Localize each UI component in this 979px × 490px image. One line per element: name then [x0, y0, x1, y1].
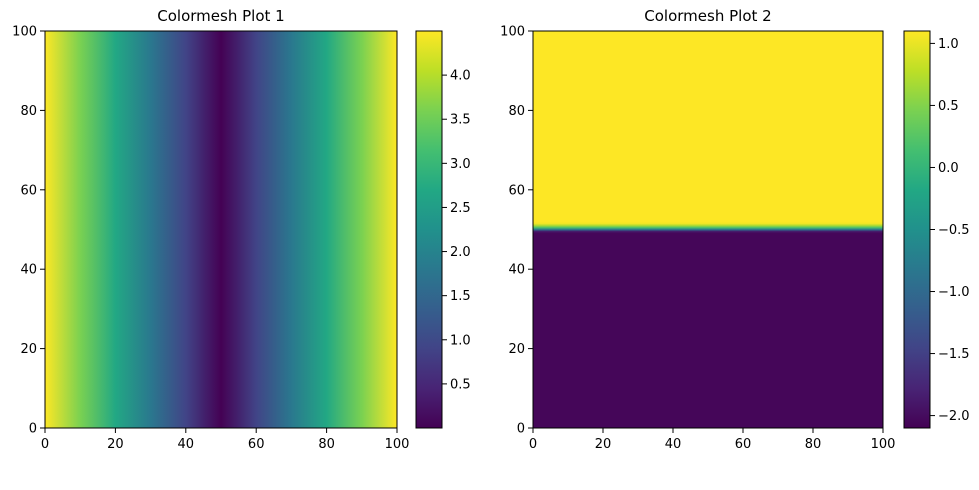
chart-1-x-tick-label: 60	[248, 437, 265, 452]
chart-1-colorbar-tick-label: 4.0	[450, 69, 471, 84]
chart-2-colorbar-tick-label: −2.0	[938, 409, 970, 424]
chart-2-colorbar-tick-label: −1.0	[938, 285, 970, 300]
chart-2-x-tick-label: 40	[665, 437, 682, 452]
chart-2-colorbar-ticks: −2.0 −1.5 −1.0 −0.5 0.0 0.5 1.0	[930, 37, 970, 424]
chart-2-x-tick-label: 100	[871, 437, 896, 452]
chart-1-y-tick-label: 0	[29, 422, 37, 437]
chart-1-y-tick-label: 40	[20, 263, 37, 278]
chart-2-colorbar-tick-label: −1.5	[938, 347, 970, 362]
chart-2-ticks: 0 20 40 60 80 100 0 20 40 60 80 100	[500, 25, 895, 453]
chart-1-colorbar-tick-label: 0.5	[450, 377, 471, 392]
chart-2-colorbar-tick-label: 0.0	[938, 161, 959, 176]
chart-2-x-tick-label: 80	[805, 437, 822, 452]
chart-2-y-tick-label: 40	[508, 263, 525, 278]
chart-2-colorbar-tick-label: 0.5	[938, 99, 959, 114]
chart-2-colorbar-tick-label: −0.5	[938, 223, 970, 238]
chart-2-y-tick-label: 20	[508, 342, 525, 357]
chart-1-ticks: 0 20 40 60 80 100 0 20 40 60 80 100	[12, 25, 409, 453]
chart-2: Colormesh Plot 2 0 20 40 60 80 100 0 20 40 60 80 10…	[500, 7, 969, 452]
chart-2-x-tick-label: 20	[595, 437, 612, 452]
chart-1-colorbar-tick-label: 3.0	[450, 157, 471, 172]
chart-2-x-tick-label: 60	[735, 437, 752, 452]
chart-2-heatmap	[533, 31, 883, 428]
chart-2-colorbar-tick-label: 1.0	[938, 37, 959, 52]
chart-1: Colormesh Plot 1 0 20 40 60 80 100 0 20 40 60 80 10…	[12, 7, 471, 452]
chart-1-colorbar-tick-label: 3.5	[450, 113, 471, 128]
chart-1-y-tick-label: 100	[12, 25, 37, 40]
chart-1-colorbar-tick-label: 2.0	[450, 245, 471, 260]
chart-1-colorbar-frame	[415, 30, 443, 429]
chart-2-title: Colormesh Plot 2	[644, 7, 771, 25]
chart-1-x-tick-label: 0	[41, 437, 49, 452]
chart-1-x-tick-label: 20	[107, 437, 124, 452]
chart-1-colorbar-tick-label: 1.0	[450, 333, 471, 348]
chart-2-y-tick-label: 80	[508, 104, 525, 119]
chart-1-x-tick-label: 80	[318, 437, 335, 452]
chart-1-y-tick-label: 20	[20, 342, 37, 357]
chart-1-title: Colormesh Plot 1	[157, 7, 284, 25]
chart-1-y-tick-label: 80	[20, 104, 37, 119]
chart-1-axes-frame	[44, 30, 398, 429]
chart-2-axes-frame	[532, 30, 884, 429]
chart-1-y-tick-label: 60	[20, 183, 37, 198]
chart-1-colorbar-tick-label: 2.5	[450, 201, 471, 216]
chart-2-y-tick-label: 0	[517, 422, 525, 437]
chart-1-heatmap	[45, 31, 397, 428]
chart-2-y-tick-label: 60	[508, 183, 525, 198]
chart-1-colorbar-tick-label: 1.5	[450, 289, 471, 304]
chart-2-x-tick-label: 0	[529, 437, 537, 452]
chart-2-colorbar	[904, 31, 930, 428]
chart-1-x-tick-label: 40	[178, 437, 195, 452]
chart-1-x-tick-label: 100	[385, 437, 410, 452]
chart-2-y-tick-label: 100	[500, 25, 525, 40]
chart-1-colorbar	[416, 31, 442, 428]
chart-1-colorbar-ticks: 0.5 1.0 1.5 2.0 2.5 3.0 3.5 4.0	[442, 69, 471, 392]
